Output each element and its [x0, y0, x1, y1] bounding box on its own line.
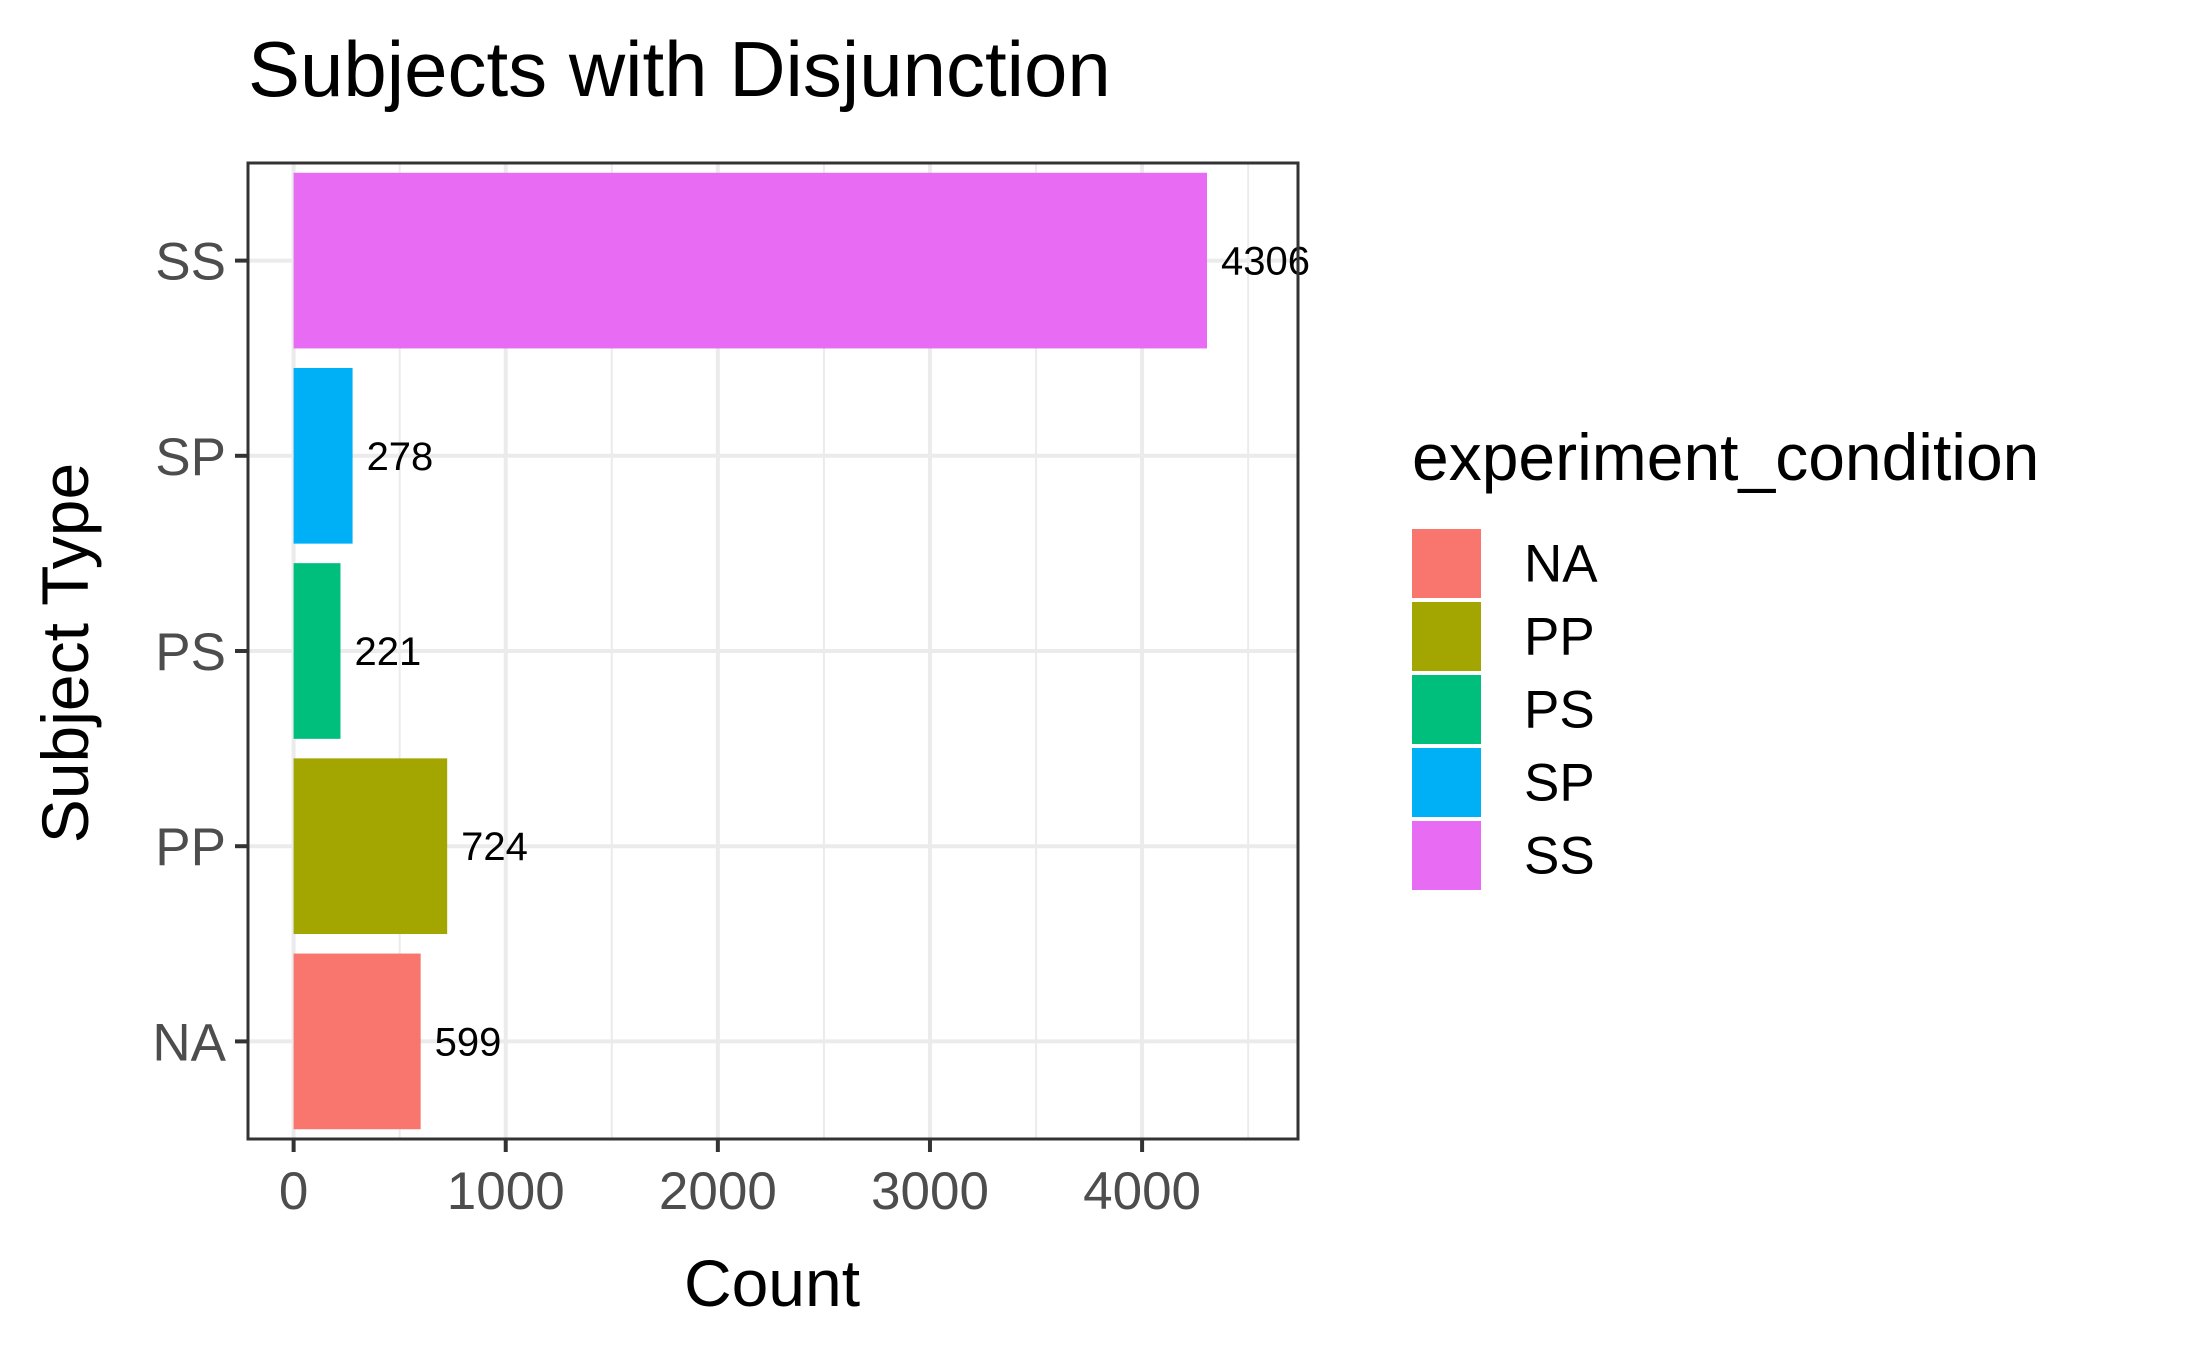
legend-label-na: NA: [1524, 535, 1598, 594]
bar-label-ss: 4306: [1221, 240, 1310, 284]
y-tick-label-ps: PS: [155, 623, 226, 682]
legend-key-ps: [1412, 675, 1481, 744]
legend-key-na: [1412, 529, 1481, 598]
legend-label-ss: SS: [1524, 827, 1595, 886]
bar-sp: [293, 367, 353, 544]
bars: [293, 172, 1207, 1130]
x-tick-label: 2000: [659, 1162, 777, 1221]
y-axis-title: Subject Type: [28, 463, 102, 843]
legend-title: experiment_condition: [1412, 420, 2039, 494]
legend-key-pp: [1412, 602, 1481, 671]
legend: experiment_condition NA PP PS SP SS: [1412, 420, 2039, 890]
legend-label-pp: PP: [1524, 608, 1595, 667]
x-tick-label: 3000: [871, 1162, 989, 1221]
chart-title: Subjects with Disjunction: [248, 25, 1111, 113]
legend-items: NA PP PS SP SS: [1412, 529, 1598, 890]
legend-label-ps: PS: [1524, 681, 1595, 740]
legend-key-ss: [1412, 821, 1481, 890]
y-tick-label-pp: PP: [155, 818, 226, 877]
bar-label-na: 599: [435, 1020, 502, 1064]
bar-label-sp: 278: [367, 435, 434, 479]
x-tick-label: 1000: [447, 1162, 565, 1221]
legend-key-sp: [1412, 748, 1481, 817]
bar-value-labels: 599 724 221 278 4306: [354, 240, 1309, 1065]
x-axis-title: Count: [684, 1246, 860, 1320]
legend-label-sp: SP: [1524, 754, 1595, 813]
bar-label-pp: 724: [461, 825, 528, 869]
y-axis: NA PP PS SP SS: [152, 233, 248, 1072]
x-tick-label: 0: [279, 1162, 308, 1221]
bar-label-ps: 221: [354, 630, 421, 674]
y-tick-label-ss: SS: [155, 233, 226, 292]
x-axis: 0 1000 2000 3000 4000: [279, 1139, 1201, 1221]
bar-ps: [293, 563, 341, 739]
x-tick-label: 4000: [1083, 1162, 1201, 1221]
bar-pp: [293, 758, 448, 935]
bar-na: [293, 953, 421, 1130]
y-tick-label-na: NA: [152, 1013, 226, 1072]
bar-ss: [293, 172, 1207, 349]
y-tick-label-sp: SP: [155, 428, 226, 487]
